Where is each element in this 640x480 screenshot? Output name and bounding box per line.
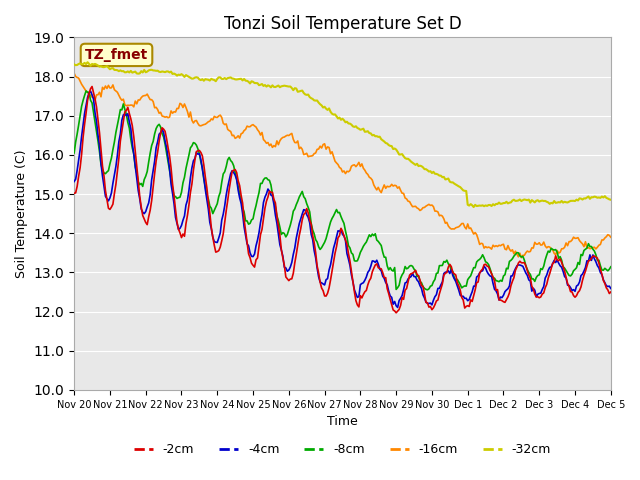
Text: TZ_fmet: TZ_fmet [85,48,148,62]
Y-axis label: Soil Temperature (C): Soil Temperature (C) [15,149,28,278]
X-axis label: Time: Time [327,415,358,428]
Legend: -2cm, -4cm, -8cm, -16cm, -32cm: -2cm, -4cm, -8cm, -16cm, -32cm [129,438,556,461]
Title: Tonzi Soil Temperature Set D: Tonzi Soil Temperature Set D [223,15,461,33]
